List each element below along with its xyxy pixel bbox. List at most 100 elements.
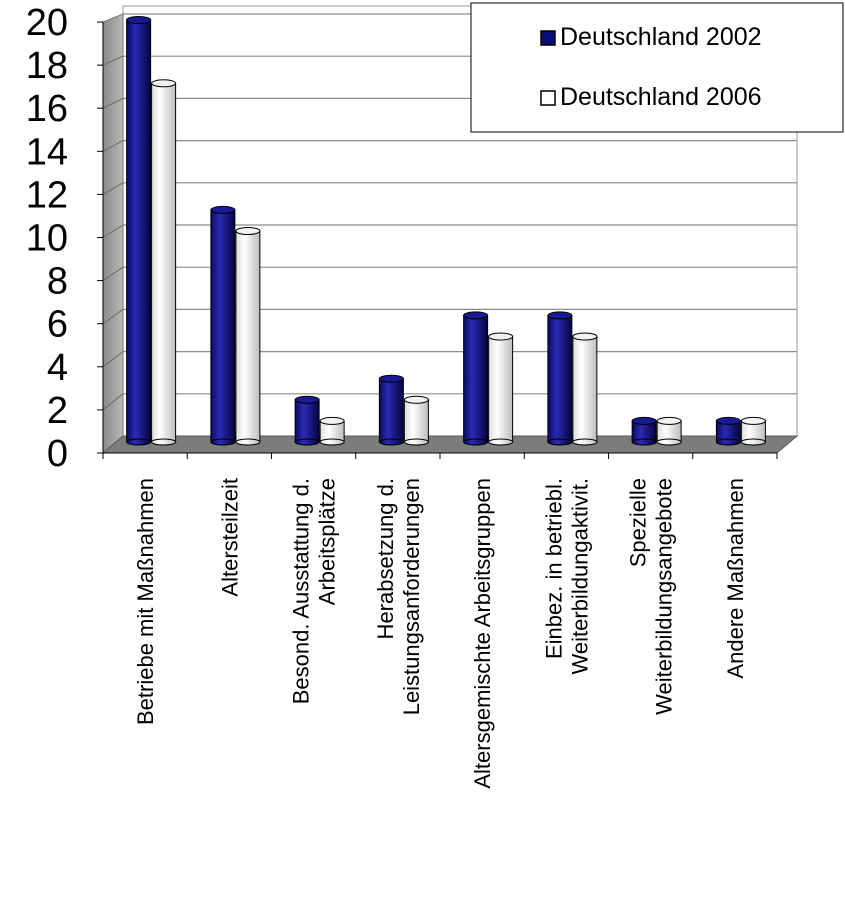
x-tick-label: Besond. Ausstattung d. xyxy=(289,478,314,704)
bar-base xyxy=(235,438,261,446)
bar-body xyxy=(572,336,598,443)
y-tick-label: 2 xyxy=(47,390,68,432)
bar-cap xyxy=(656,416,682,425)
side-gridline xyxy=(102,308,124,325)
bar-body xyxy=(126,19,152,443)
legend-label: Deutschland 2006 xyxy=(560,83,762,111)
bar-2006 xyxy=(403,395,429,446)
x-tick-label: Andere Maßnahmen xyxy=(723,478,748,679)
y-tick-label: 12 xyxy=(26,174,68,216)
bar-base xyxy=(378,438,404,446)
bar-cap xyxy=(715,416,741,425)
bar-base xyxy=(715,438,741,446)
legend: Deutschland 2002 Deutschland 2006 xyxy=(470,2,844,133)
y-tick-label: 8 xyxy=(47,261,68,303)
side-wall xyxy=(102,13,124,455)
bar-base xyxy=(656,438,682,446)
x-tick-label: Altersteilzeit xyxy=(217,478,242,597)
y-tick-label: 0 xyxy=(47,433,68,475)
side-gridline xyxy=(102,182,124,195)
bar-2002 xyxy=(631,416,657,446)
bar-2002 xyxy=(210,205,236,446)
x-tick-label: Herabsetzung d. xyxy=(373,478,398,639)
bar-2002 xyxy=(463,311,489,446)
bar-body xyxy=(378,378,404,443)
bar-base xyxy=(403,438,429,446)
bar-2002 xyxy=(294,395,320,446)
y-tick-label: 10 xyxy=(26,218,68,260)
bar-cap xyxy=(210,205,236,214)
bar-cap xyxy=(488,332,514,341)
bar-body xyxy=(547,314,573,443)
bar-base xyxy=(463,438,489,446)
bar-base xyxy=(151,438,177,446)
bar-base xyxy=(319,438,345,446)
x-tick-label: Weiterbildungaktivit. xyxy=(567,478,592,674)
x-tick-label: Altersgemischte Arbeitsgruppen xyxy=(470,478,495,789)
bar-2006 xyxy=(656,416,682,446)
bar-base xyxy=(740,438,766,446)
bar-body xyxy=(403,399,429,443)
side-gridline xyxy=(102,97,124,109)
bar-cap xyxy=(151,79,177,88)
bar-cap xyxy=(126,16,152,24)
side-gridline xyxy=(102,224,124,238)
floor xyxy=(101,435,799,454)
bar-2006 xyxy=(572,332,598,446)
bar-2006 xyxy=(740,416,766,446)
bar-cap xyxy=(463,311,489,320)
x-tick-label: Einbez. in betriebl. xyxy=(541,478,566,659)
x-tick-label: Spezielle xyxy=(626,478,651,567)
bar-base xyxy=(210,438,236,446)
bar-cap xyxy=(740,416,766,425)
bar-cap xyxy=(403,395,429,404)
x-tick-label: Weiterbildungsangebote xyxy=(652,478,677,715)
bar-2002 xyxy=(126,16,152,446)
y-tick-label: 20 xyxy=(26,2,68,44)
bar-2002 xyxy=(547,311,573,446)
bar-body xyxy=(151,82,177,443)
bar-base xyxy=(294,438,320,446)
legend-swatch-2002 xyxy=(540,30,556,46)
bar-cap xyxy=(547,311,573,320)
bar-base xyxy=(572,438,598,446)
side-gridline xyxy=(102,266,124,282)
bar-2006 xyxy=(488,332,514,446)
bar-body xyxy=(210,209,236,443)
bar-body xyxy=(463,314,489,443)
bar-body xyxy=(235,230,261,443)
bar-cap xyxy=(378,374,404,383)
bar-base xyxy=(631,438,657,446)
bar-cap xyxy=(235,227,261,235)
bar-cap xyxy=(294,395,320,404)
bar-body xyxy=(294,399,320,443)
y-tick-label: 18 xyxy=(26,45,68,87)
bar-2002 xyxy=(715,416,741,446)
bar-2006 xyxy=(319,416,345,446)
legend-label: Deutschland 2002 xyxy=(560,23,762,51)
side-gridline xyxy=(102,393,124,411)
side-gridline xyxy=(102,140,124,152)
y-tick-label: 4 xyxy=(47,347,68,389)
legend-swatch-2006 xyxy=(540,90,556,106)
bar-cap xyxy=(319,416,345,425)
legend-box xyxy=(470,2,844,133)
bar-cap xyxy=(572,332,598,341)
y-tick-label: 14 xyxy=(26,131,68,173)
x-tick-label: Arbeitsplätze xyxy=(315,478,340,605)
bar-body xyxy=(488,336,514,443)
bar-2002 xyxy=(378,374,404,446)
x-tick-label: Betriebe mit Maßnahmen xyxy=(133,478,158,725)
x-tick-label: Leistungsanforderungen xyxy=(399,478,424,715)
side-gridline xyxy=(102,351,124,368)
y-tick-label: 6 xyxy=(47,304,68,346)
bar-base xyxy=(488,438,514,446)
bar-base xyxy=(547,438,573,446)
bar-cap xyxy=(631,416,657,425)
side-gridline xyxy=(102,55,124,66)
bar-2006 xyxy=(235,227,261,446)
bar-2006 xyxy=(151,79,177,446)
bar-base xyxy=(126,438,152,446)
